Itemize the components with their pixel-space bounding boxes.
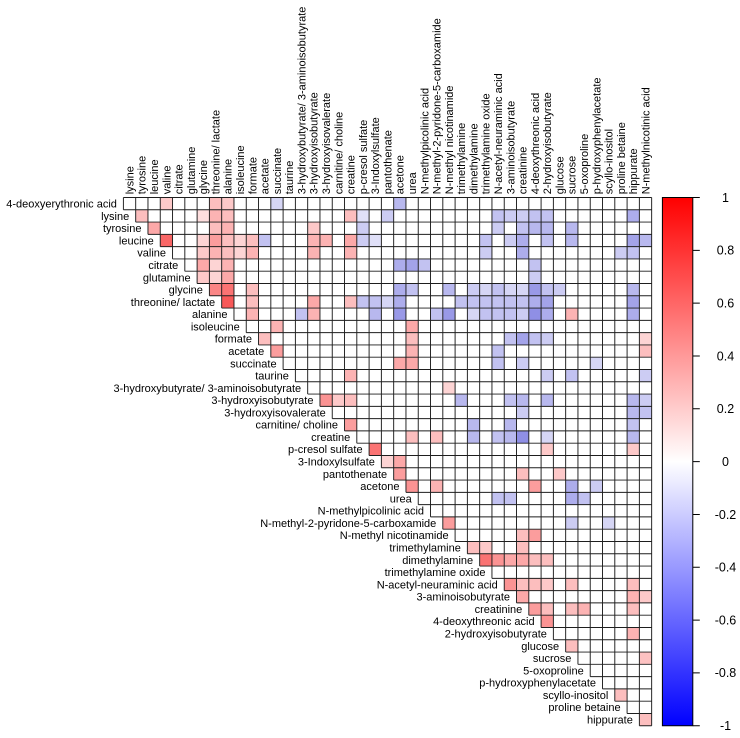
svg-text:3-hydroxybutyrate/ 3-aminoisob: 3-hydroxybutyrate/ 3-aminoisobutyrate — [296, 7, 308, 195]
svg-text:sucrose: sucrose — [567, 156, 579, 195]
svg-text:3-aminoisobutyrate: 3-aminoisobutyrate — [416, 592, 510, 604]
svg-text:creatinine: creatinine — [475, 604, 523, 616]
svg-text:urea: urea — [390, 493, 413, 505]
svg-text:valine: valine — [137, 248, 166, 260]
svg-text:-0.6: -0.6 — [715, 613, 737, 627]
svg-text:sucrose: sucrose — [533, 653, 572, 665]
svg-text:3-Indoxylsulfate: 3-Indoxylsulfate — [298, 457, 375, 469]
svg-text:proline betaine: proline betaine — [616, 122, 628, 194]
svg-text:3-hydroxyisovalerate: 3-hydroxyisovalerate — [321, 93, 333, 195]
svg-text:p-cresol sulfate: p-cresol sulfate — [288, 444, 363, 456]
svg-text:glucose: glucose — [521, 641, 559, 653]
svg-text:formate: formate — [247, 157, 259, 194]
svg-text:0.8: 0.8 — [717, 244, 734, 258]
svg-text:1: 1 — [722, 191, 729, 205]
svg-text:acetate: acetate — [260, 158, 272, 194]
svg-text:trimethylamine: trimethylamine — [456, 123, 468, 195]
svg-text:dimethylamine: dimethylamine — [468, 123, 480, 194]
svg-text:alanine: alanine — [192, 309, 227, 321]
svg-text:creatinine: creatinine — [518, 147, 530, 195]
svg-text:0.6: 0.6 — [717, 296, 734, 310]
svg-text:taurine: taurine — [255, 371, 289, 383]
svg-text:glycine: glycine — [169, 285, 203, 297]
svg-text:N-methylnicotinic acid: N-methylnicotinic acid — [640, 87, 652, 194]
svg-text:leucine: leucine — [119, 235, 154, 247]
svg-text:N-methylpicolinic acid: N-methylpicolinic acid — [318, 506, 424, 518]
svg-text:3-Indoxylsulfate: 3-Indoxylsulfate — [370, 117, 382, 194]
svg-text:3-hydroxyisobutyrate: 3-hydroxyisobutyrate — [309, 92, 321, 194]
svg-text:scyllo-inositol: scyllo-inositol — [604, 129, 616, 194]
svg-text:formate: formate — [215, 334, 252, 346]
svg-text:trimethylamine oxide: trimethylamine oxide — [481, 93, 493, 194]
svg-text:N-methyl-2-pyridone-5-carboxam: N-methyl-2-pyridone-5-carboxamide — [432, 18, 444, 194]
svg-text:-0.4: -0.4 — [715, 561, 737, 575]
svg-text:valine: valine — [161, 166, 173, 195]
svg-text:0.4: 0.4 — [717, 349, 734, 363]
svg-text:4-deoxythreonic acid: 4-deoxythreonic acid — [433, 616, 535, 628]
svg-text:-0.8: -0.8 — [715, 666, 737, 680]
svg-text:2-hydroxyisobutyrate: 2-hydroxyisobutyrate — [542, 92, 554, 194]
svg-text:isoleucine: isoleucine — [191, 321, 240, 333]
svg-text:p-cresol sulfate: p-cresol sulfate — [358, 120, 370, 195]
svg-text:p-hydroxyphenylacetate: p-hydroxyphenylacetate — [479, 678, 596, 690]
svg-text:5-oxoproline: 5-oxoproline — [523, 665, 584, 677]
svg-text:4-deoxythreonic acid: 4-deoxythreonic acid — [530, 93, 542, 195]
svg-text:threonine/ lactate: threonine/ lactate — [210, 110, 222, 194]
svg-text:tyrosine: tyrosine — [103, 223, 142, 235]
svg-text:N-methyl nicotinamide: N-methyl nicotinamide — [340, 530, 449, 542]
svg-text:trimethylamine: trimethylamine — [389, 543, 461, 555]
svg-text:succinate: succinate — [272, 148, 284, 194]
svg-text:-1: -1 — [720, 719, 731, 733]
svg-text:proline betaine: proline betaine — [548, 702, 620, 714]
svg-text:hippurate: hippurate — [628, 148, 640, 194]
svg-text:citrate: citrate — [174, 164, 186, 194]
svg-text:alanine: alanine — [223, 159, 235, 194]
svg-text:p-hydroxyphenylacetate: p-hydroxyphenylacetate — [591, 78, 603, 195]
svg-text:N-acetyl-neuraminic acid: N-acetyl-neuraminic acid — [493, 73, 505, 194]
svg-text:acetate: acetate — [228, 346, 264, 358]
svg-text:hippurate: hippurate — [587, 715, 633, 727]
svg-text:lysine: lysine — [101, 211, 129, 223]
svg-text:acetone: acetone — [395, 155, 407, 194]
svg-text:2-hydroxyisobutyrate: 2-hydroxyisobutyrate — [445, 629, 547, 641]
svg-text:3-hydroxyisobutyrate: 3-hydroxyisobutyrate — [211, 395, 313, 407]
svg-text:threonine/ lactate: threonine/ lactate — [131, 297, 215, 309]
svg-text:3-hydroxybutyrate/ 3-aminoisob: 3-hydroxybutyrate/ 3-aminoisobutyrate — [113, 383, 301, 395]
svg-text:trimethylamine oxide: trimethylamine oxide — [385, 567, 486, 579]
svg-text:leucine: leucine — [149, 159, 161, 194]
svg-text:pantothenate: pantothenate — [323, 469, 387, 481]
svg-text:N-methylpicolinic acid: N-methylpicolinic acid — [419, 88, 431, 194]
svg-text:lysine: lysine — [124, 166, 136, 194]
svg-text:scyllo-inositol: scyllo-inositol — [543, 690, 608, 702]
svg-text:4-deoxyerythronic acid: 4-deoxyerythronic acid — [6, 199, 117, 211]
svg-text:creatine: creatine — [346, 155, 358, 194]
svg-text:carnitine/ choline: carnitine/ choline — [333, 112, 345, 195]
svg-text:tyrosine: tyrosine — [137, 156, 149, 195]
svg-text:carnitine/ choline: carnitine/ choline — [255, 420, 338, 432]
svg-text:pantothenate: pantothenate — [382, 130, 394, 194]
svg-text:-0.2: -0.2 — [715, 508, 737, 522]
svg-text:N-acetyl-neuraminic acid: N-acetyl-neuraminic acid — [377, 579, 498, 591]
svg-text:citrate: citrate — [148, 260, 178, 272]
svg-text:glucose: glucose — [554, 156, 566, 194]
svg-text:glycine: glycine — [198, 160, 210, 194]
svg-text:N-methyl-2-pyridone-5-carboxam: N-methyl-2-pyridone-5-carboxamide — [260, 518, 436, 530]
svg-text:creatine: creatine — [311, 432, 350, 444]
svg-text:3-aminoisobutyrate: 3-aminoisobutyrate — [505, 101, 517, 195]
svg-text:isoleucine: isoleucine — [235, 145, 247, 194]
svg-text:0: 0 — [722, 455, 729, 469]
svg-text:acetone: acetone — [360, 481, 399, 493]
svg-text:succinate: succinate — [230, 358, 276, 370]
svg-text:glutamine: glutamine — [186, 147, 198, 195]
svg-text:taurine: taurine — [284, 161, 296, 195]
svg-text:urea: urea — [407, 171, 419, 194]
svg-text:N-methyl nicotinamide: N-methyl nicotinamide — [444, 85, 456, 194]
svg-text:glutamine: glutamine — [143, 272, 191, 284]
svg-text:5-oxoproline: 5-oxoproline — [579, 134, 591, 195]
svg-text:dimethylamine: dimethylamine — [402, 555, 473, 567]
svg-text:3-hydroxyisovalerate: 3-hydroxyisovalerate — [224, 407, 326, 419]
svg-text:0.2: 0.2 — [717, 402, 734, 416]
